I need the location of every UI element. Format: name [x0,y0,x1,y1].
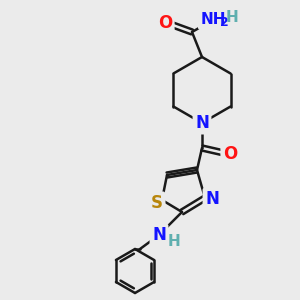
Text: H: H [168,235,180,250]
Text: S: S [151,194,163,212]
Text: NH: NH [200,13,226,28]
Text: O: O [223,145,237,163]
Text: N: N [195,114,209,132]
Text: H: H [226,10,238,25]
Text: N: N [205,190,219,208]
Text: N: N [152,226,166,244]
Text: 2: 2 [220,16,228,29]
Text: O: O [158,14,172,32]
